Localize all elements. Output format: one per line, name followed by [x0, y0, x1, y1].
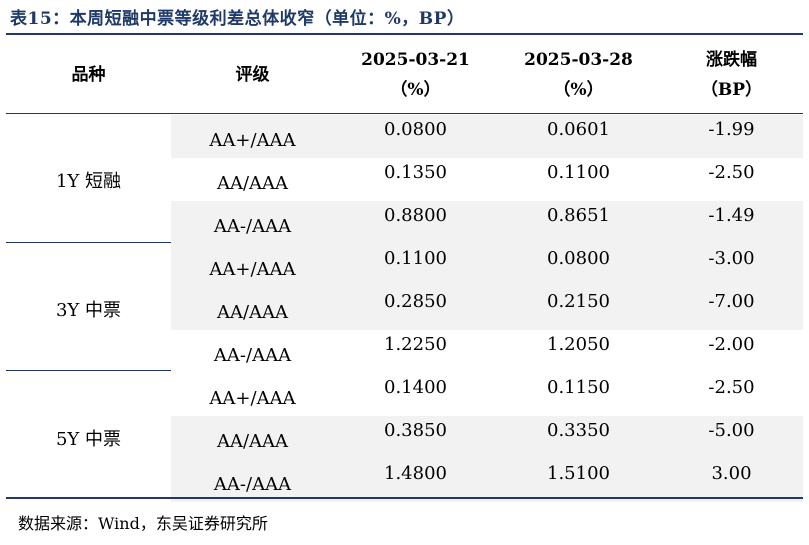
- change-cell: -2.50: [708, 377, 755, 398]
- value-cell-date2: 0.3350: [497, 416, 660, 459]
- value-cell-date1: 0.1350: [384, 162, 447, 183]
- group-separator: [6, 370, 171, 371]
- table-row: AA/AAA 0.2850 0.2150 -7.00: [6, 287, 803, 330]
- grade-cell: AA/AAA: [216, 173, 289, 194]
- group-label: 3Y 中票: [6, 244, 171, 373]
- value-cell-date1: 0.2850: [334, 287, 497, 330]
- value-cell-date2: 1.5100: [497, 459, 660, 502]
- change-cell: -2.00: [708, 334, 755, 355]
- grade-cell: AA-/AAA: [213, 345, 292, 366]
- value-cell-date2: 0.0800: [497, 244, 660, 287]
- table-row: 3Y 中票 AA+/AAA 0.1100 0.0800 -3.00: [6, 244, 803, 373]
- value-cell-date1: 1.2250: [384, 334, 447, 355]
- table-row: 1Y 短融 AA+/AAA 0.0800 0.0601 -1.99: [6, 115, 803, 244]
- table-row: AA-/AAA 0.8800 0.8651 -1.49: [6, 201, 803, 244]
- header-date1: 2025-03-21 （%）: [361, 50, 470, 100]
- change-cell: -1.49: [660, 201, 803, 244]
- table-row: AA-/AAA 1.2250 1.2050 -2.00: [6, 330, 803, 373]
- change-cell: -3.00: [660, 244, 803, 287]
- change-cell: -1.99: [660, 115, 803, 158]
- value-cell-date1: 0.0800: [334, 115, 497, 158]
- header-variety: 品种: [71, 65, 106, 85]
- table-row: 5Y 中票 AA+/AAA 0.1400 0.1150 -2.50: [6, 373, 803, 502]
- value-cell-date2: 0.2150: [497, 287, 660, 330]
- source-note: 数据来源：Wind，东吴证券研究所: [18, 514, 268, 533]
- header-row: 品种 评级 2025-03-21 （%） 2025-03-28 （%） 涨跌幅 （BP…: [6, 35, 803, 115]
- grade-cell: AA-/AAA: [171, 201, 334, 244]
- table-row: AA-/AAA 1.4800 1.5100 3.00: [6, 459, 803, 502]
- spread-table: 品种 评级 2025-03-21 （%） 2025-03-28 （%） 涨跌幅 （BP…: [6, 35, 803, 502]
- value-cell-date2: 0.0601: [497, 115, 660, 158]
- change-cell: -7.00: [660, 287, 803, 330]
- header-date2: 2025-03-28 （%）: [524, 50, 633, 100]
- grade-cell: AA-/AAA: [171, 459, 334, 502]
- table-row: AA/AAA 0.1350 0.1100 -2.50: [6, 158, 803, 201]
- value-cell-date2: 1.2050: [547, 334, 610, 355]
- change-cell: -2.50: [708, 162, 755, 183]
- group-label: 5Y 中票: [6, 373, 171, 502]
- value-cell-date1: 0.8800: [334, 201, 497, 244]
- value-cell-date2: 0.1100: [547, 162, 610, 183]
- value-cell-date1: 0.1100: [334, 244, 497, 287]
- top-rule: [6, 33, 803, 35]
- value-cell-date2: 0.1150: [547, 377, 610, 398]
- grade-cell: AA/AAA: [171, 416, 334, 459]
- value-cell-date1: 0.3850: [334, 416, 497, 459]
- bottom-rule: [6, 497, 803, 499]
- value-cell-date1: 0.1400: [384, 377, 447, 398]
- group-separator: [6, 242, 171, 243]
- header-rule: [6, 113, 803, 114]
- header-change: 涨跌幅 （BP）: [700, 50, 763, 100]
- value-cell-date1: 1.4800: [334, 459, 497, 502]
- change-cell: 3.00: [660, 459, 803, 502]
- group-label: 1Y 短融: [6, 115, 171, 244]
- grade-cell: AA+/AAA: [171, 244, 334, 287]
- change-cell: -5.00: [660, 416, 803, 459]
- value-cell-date2: 0.8651: [497, 201, 660, 244]
- grade-cell: AA+/AAA: [209, 388, 296, 409]
- table-title: 表15：本周短融中票等级利差总体收窄（单位：%，BP）: [10, 9, 465, 29]
- header-grade: 评级: [235, 65, 270, 85]
- table-row: AA/AAA 0.3850 0.3350 -5.00: [6, 416, 803, 459]
- grade-cell: AA/AAA: [171, 287, 334, 330]
- grade-cell: AA+/AAA: [171, 115, 334, 158]
